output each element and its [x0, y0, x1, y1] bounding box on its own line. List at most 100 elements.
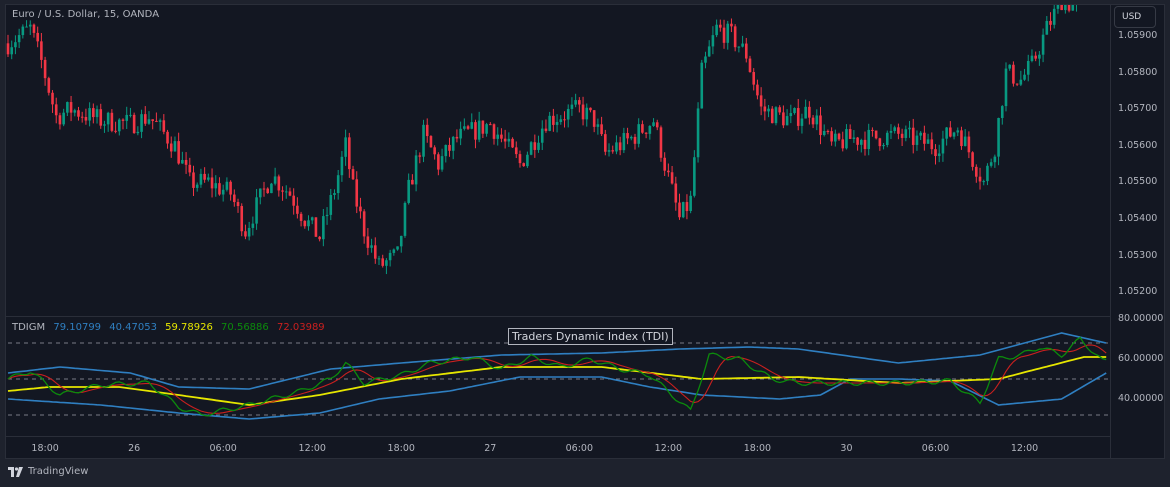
candle-body [559, 119, 563, 123]
candle-body [132, 114, 136, 134]
candle-body [960, 130, 963, 147]
candle-body [722, 27, 726, 43]
candle-body [555, 122, 559, 125]
candle-body [581, 104, 585, 120]
candle-body [730, 23, 733, 27]
indicator-value-upper: 79.10799 [53, 322, 102, 333]
candle-body [177, 141, 180, 164]
candle-body [17, 35, 21, 43]
candle-body [10, 47, 14, 55]
candle-body [696, 108, 700, 158]
candle-body [125, 114, 129, 121]
chart-frame[interactable] [5, 4, 1165, 459]
candle-body [95, 109, 99, 118]
candle-body [789, 113, 793, 117]
candle-body [455, 136, 459, 139]
candle-body [466, 126, 470, 129]
candle-body [741, 43, 744, 47]
candle-body [507, 138, 511, 142]
tradingview-logo[interactable]: TradingView [8, 466, 88, 477]
time-label: 18:00 [743, 443, 772, 454]
symbol-title: Euro / U.S. Dollar, 15, OANDA [12, 9, 160, 20]
candle-body [355, 179, 359, 207]
price-label: 1.05200 [1118, 286, 1158, 298]
candle-body [1038, 54, 1041, 59]
candle-body [451, 136, 455, 151]
candle-body [982, 181, 986, 183]
candle-body [299, 213, 303, 221]
candle-body [596, 124, 600, 127]
candle-body [756, 84, 759, 96]
price-label: 1.05300 [1118, 249, 1158, 261]
candle-body [1000, 106, 1004, 118]
candle-body [689, 195, 692, 212]
candle-body [140, 114, 143, 132]
candle-body [318, 236, 321, 240]
candle-body [989, 162, 993, 166]
tdi-rsi-price-line [7, 336, 1107, 417]
candle-body [949, 127, 952, 137]
candle-body [99, 109, 103, 126]
candle-body [533, 142, 537, 150]
candle-body [629, 136, 633, 139]
candle-body [147, 119, 151, 124]
candle-body [403, 202, 407, 236]
time-label: 26 [128, 443, 141, 454]
candle-body [336, 175, 340, 194]
time-label: 12:00 [298, 443, 326, 454]
candle-body [748, 58, 752, 73]
candle-body [837, 133, 841, 140]
candle-body [373, 245, 377, 259]
price-label: 1.05700 [1118, 103, 1158, 115]
candle-body [1067, 5, 1071, 11]
candle-body [399, 235, 403, 247]
candle-body [366, 236, 370, 248]
candle-body [36, 32, 39, 42]
candle-body [963, 136, 967, 147]
candle-body [537, 142, 540, 150]
candle-body [808, 106, 811, 118]
indicator-axis-label: 40.00000 [1118, 393, 1164, 404]
candle-body [270, 183, 273, 194]
candle-body [975, 166, 978, 177]
candle-body [247, 227, 251, 237]
candle-body [155, 120, 158, 122]
candle-body [322, 216, 325, 240]
candle-body [221, 189, 225, 195]
candle-body [993, 156, 997, 163]
candle-body [548, 115, 551, 131]
candle-body [522, 163, 525, 167]
candle-body [407, 179, 410, 203]
candle-body [437, 154, 440, 170]
candle-body [544, 128, 548, 131]
candle-body [307, 220, 310, 227]
candle-body [819, 115, 822, 136]
candle-body [143, 114, 147, 124]
price-label: 1.05500 [1118, 176, 1158, 188]
candle-body [685, 202, 689, 212]
candle-body [700, 62, 704, 109]
candle-body [1015, 83, 1019, 85]
candle-body [652, 122, 655, 126]
currency-button[interactable]: USD [1114, 6, 1156, 28]
candle-body [529, 142, 533, 155]
candle-body [1045, 20, 1049, 35]
candle-body [578, 100, 581, 105]
candle-body [388, 252, 392, 261]
candle-body [782, 112, 785, 126]
candle-body [707, 46, 711, 57]
time-label: 27 [484, 443, 497, 454]
candle-body [266, 188, 269, 194]
candle-body [952, 132, 956, 137]
candle-body [429, 136, 433, 148]
candle-body [871, 129, 874, 131]
candle-body [930, 139, 934, 150]
candle-body [566, 108, 570, 120]
candle-body [77, 110, 80, 117]
candle-body [552, 115, 555, 125]
candle-body [1049, 20, 1052, 25]
candle-body [114, 130, 117, 132]
candle-body [444, 144, 448, 157]
candle-body [811, 117, 815, 125]
